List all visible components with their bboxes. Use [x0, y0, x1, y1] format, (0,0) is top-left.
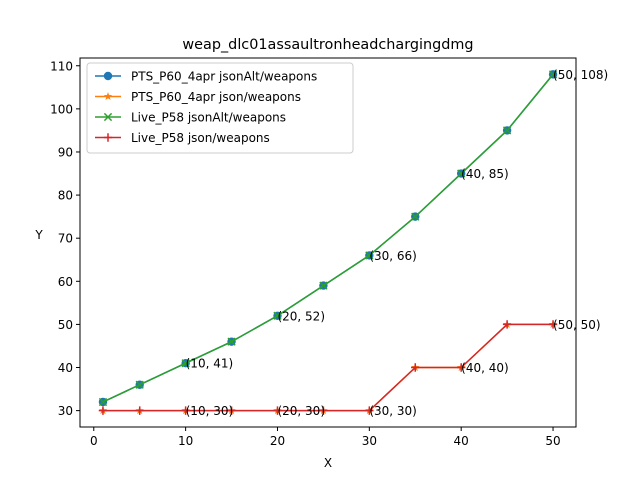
legend-swatch-marker: [103, 71, 113, 81]
data-point: [411, 363, 420, 372]
data-point: [365, 251, 374, 260]
data-label: (50, 50): [553, 318, 601, 332]
data-label: (30, 66): [369, 249, 417, 263]
data-label: (20, 52): [277, 309, 325, 323]
y-axis-label: Y: [34, 228, 43, 242]
data-point: [319, 281, 328, 290]
data-label: (20, 30): [277, 404, 325, 418]
data-label: (30, 30): [369, 404, 417, 418]
data-label: (40, 40): [461, 361, 509, 375]
data-point: [548, 70, 558, 79]
x-tick-label: 10: [178, 434, 193, 448]
y-tick-label: 40: [58, 361, 73, 375]
data-point: [502, 320, 512, 329]
annotation-layer: (10, 41) (20, 52) (30, 66) (40, 85) (50, 108…: [186, 68, 609, 418]
series-3: [98, 70, 558, 407]
x-axis-label: X: [324, 456, 332, 470]
data-point: [457, 169, 466, 178]
data-point: [411, 212, 420, 221]
plot-area: (10, 41) (20, 52) (30, 66) (40, 85) (50, 108…: [50, 57, 609, 448]
legend-swatch-marker: [103, 133, 113, 142]
x-tick-label: 50: [545, 434, 560, 448]
legend-entry: PTS_P60_4apr jsonAlt/weapons: [95, 70, 317, 84]
data-point: [456, 363, 466, 372]
x-tick-label: 0: [90, 434, 98, 448]
legend-label: PTS_P60_4apr json/weapons: [131, 90, 301, 104]
y-tick-label: 30: [58, 404, 73, 418]
y-tick-label: 100: [50, 102, 73, 116]
data-point: [98, 406, 108, 415]
y-tick-label: 60: [58, 275, 73, 289]
axes-frame: [79, 57, 577, 428]
legend-swatch-marker: [103, 112, 113, 122]
legend-label: Live_P58 json/weapons: [131, 131, 270, 145]
y-tick-label: 90: [58, 145, 73, 159]
data-point: [135, 380, 144, 389]
legend: PTS_P60_4apr jsonAlt/weapons PTS_P60_4apr…: [86, 62, 354, 154]
legend-swatch-marker: [103, 92, 113, 101]
data-point: [181, 406, 190, 415]
data-point: [181, 359, 190, 368]
legend-entry: Live_P58 json/weapons: [95, 131, 270, 145]
y-tick-label: 50: [58, 318, 73, 332]
chart-title: weap_dlc01assaultronheadchargingdmg: [182, 37, 473, 53]
y-tick-label: 80: [58, 189, 73, 203]
data-point: [273, 311, 282, 320]
data-point: [135, 406, 144, 415]
x-tick-label: 20: [270, 434, 285, 448]
data-point: [227, 406, 236, 415]
y-tick-label: 110: [50, 59, 73, 73]
data-label: (50, 108): [553, 68, 608, 82]
data-point: [98, 397, 108, 407]
data-point: [502, 126, 512, 135]
legend-frame: [86, 62, 354, 154]
data-point: [365, 406, 374, 415]
data-label: (40, 85): [461, 167, 509, 181]
x-tick-label: 30: [362, 434, 377, 448]
data-point: [273, 406, 282, 415]
data-point: [319, 406, 328, 415]
data-label: (10, 41): [186, 357, 234, 371]
series-4: [98, 320, 558, 415]
legend-label: Live_P58 jsonAlt/weapons: [131, 111, 286, 125]
series-layer: [98, 70, 558, 415]
legend-entry: PTS_P60_4apr json/weapons: [95, 90, 301, 104]
data-label: (10, 30): [186, 404, 234, 418]
x-tick-label: 40: [454, 434, 469, 448]
data-point: [548, 320, 558, 329]
y-tick-label: 70: [58, 232, 73, 246]
legend-entry: Live_P58 jsonAlt/weapons: [95, 111, 286, 125]
axes-layer: 0 10 20 30 40 50 30 40 50 60 70 80 90 100 110: [50, 57, 577, 448]
data-point: [227, 337, 236, 346]
legend-label: PTS_P60_4apr jsonAlt/weapons: [131, 70, 317, 84]
